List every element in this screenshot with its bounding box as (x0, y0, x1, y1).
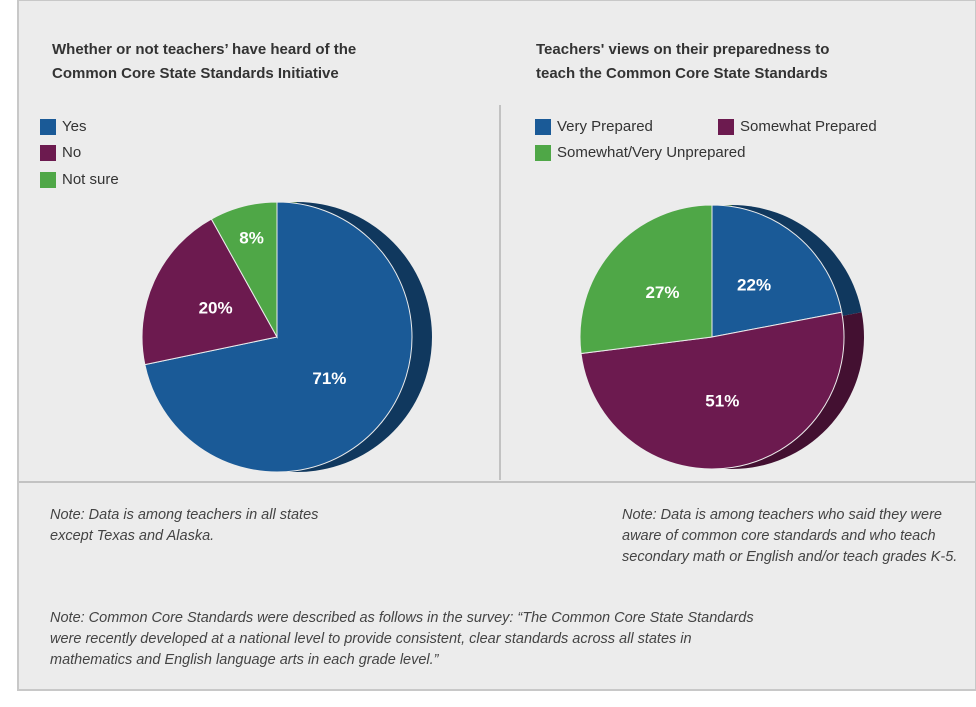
chart-title: Common Core State Standards Initiative (52, 65, 339, 82)
legend-swatch (535, 119, 551, 135)
legend-swatch (40, 145, 56, 161)
legend-swatch (535, 145, 551, 161)
legend-label: Yes (62, 118, 86, 135)
slice (210, 201, 278, 339)
note: Note: Common Core Standards were describ… (50, 610, 754, 626)
chart-title: Whether or not teachers’ have heard of t… (52, 41, 356, 58)
data-label: 51% (705, 392, 739, 411)
note: were recently developed at a national le… (50, 631, 692, 647)
data-label: 8% (239, 228, 264, 247)
note: Note: Data is among teachers who said th… (622, 507, 942, 523)
slice (711, 204, 843, 338)
data-label: 22% (737, 276, 771, 295)
chart-title: Teachers' views on their preparedness to (536, 41, 829, 58)
legend-swatch (718, 119, 734, 135)
legend-label: Very Prepared (557, 118, 653, 135)
slice (580, 311, 845, 470)
legend-swatch (40, 172, 56, 188)
legend-label: Somewhat Prepared (740, 118, 877, 135)
slice (144, 201, 413, 473)
note: aware of common core standards and who t… (622, 528, 936, 544)
note: except Texas and Alaska. (50, 528, 214, 544)
note: Note: Data is among teachers in all stat… (50, 507, 318, 523)
slice (579, 204, 713, 355)
note: mathematics and English language arts in… (50, 652, 440, 668)
legend-label: No (62, 144, 81, 161)
note: secondary math or English and/or teach g… (622, 549, 957, 565)
legend-label: Not sure (62, 171, 119, 188)
data-label: 27% (645, 283, 679, 302)
legend-swatch (40, 119, 56, 135)
data-label: 20% (199, 298, 233, 317)
data-label: 71% (312, 369, 346, 388)
slice (141, 218, 278, 366)
chart-title: teach the Common Core State Standards (536, 65, 828, 82)
legend-label: Somewhat/Very Unprepared (557, 144, 745, 161)
